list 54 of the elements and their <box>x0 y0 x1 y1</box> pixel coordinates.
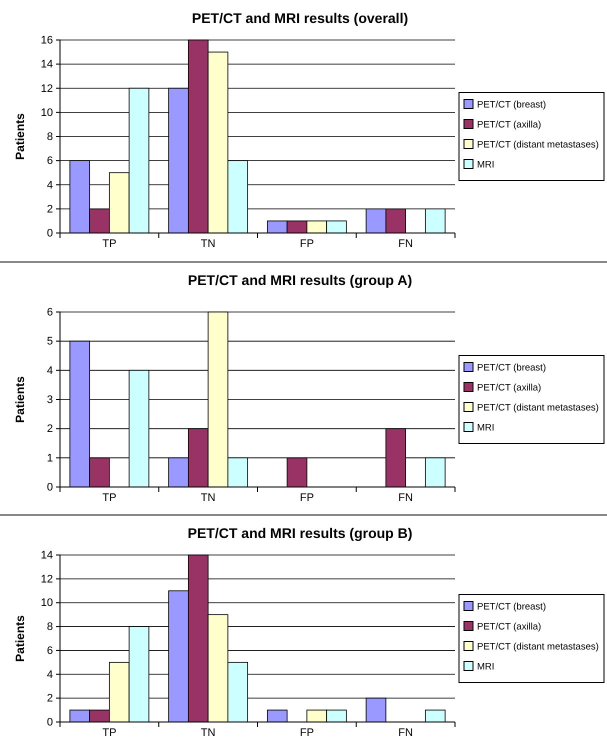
y-tick-label: 1 <box>46 452 53 464</box>
y-tick-label: 16 <box>40 34 53 47</box>
y-tick-label: 2 <box>46 423 53 436</box>
y-tick-label: 8 <box>46 621 53 634</box>
y-tick-label: 8 <box>46 131 53 144</box>
y-tick-label: 2 <box>46 692 53 705</box>
y-tick-label: 14 <box>40 58 53 71</box>
y-tick-label: 0 <box>46 228 53 240</box>
x-tick-label: TP <box>102 492 116 504</box>
y-tick-label: 4 <box>46 668 53 681</box>
y-tick-label: 0 <box>46 482 53 494</box>
legend-label: PET/CT (distant metastases) <box>477 642 599 652</box>
legend-label: PET/CT (breast) <box>477 362 546 374</box>
legend-label: PET/CT (distant metastases) <box>477 402 599 414</box>
x-tick-label: TN <box>200 492 216 504</box>
legend-label: PET/CT (breast) <box>477 100 546 110</box>
y-tick-label: 2 <box>46 203 53 216</box>
legend-label: MRI <box>477 422 494 434</box>
y-tick-label: 12 <box>40 573 53 586</box>
y-tick-label: 6 <box>46 155 53 168</box>
legend-label: PET/CT (axilla) <box>477 382 542 394</box>
y-tick-label: 4 <box>46 179 53 192</box>
chart-title: PET/CT and MRI results (group A) <box>188 272 412 288</box>
legend-label: MRI <box>477 662 494 672</box>
legend-label: PET/CT (axilla) <box>477 622 542 632</box>
y-tick-label: 10 <box>40 106 53 119</box>
y-tick-label: 5 <box>46 336 53 348</box>
y-tick-label: 14 <box>40 550 53 562</box>
legend-label: PET/CT (breast) <box>477 602 546 612</box>
y-tick-label: 12 <box>40 82 53 95</box>
legend-label: PET/CT (axilla) <box>477 120 542 130</box>
y-axis-title: Patients <box>13 376 27 423</box>
y-tick-label: 6 <box>46 306 53 319</box>
x-tick-label: FN <box>398 238 414 250</box>
legend-label: PET/CT (distant metastases) <box>477 140 599 150</box>
x-tick-label: TN <box>200 727 216 739</box>
x-tick-label: FP <box>300 238 314 250</box>
chart-title: PET/CT and MRI results (group B) <box>188 525 412 541</box>
y-tick-label: 0 <box>46 716 53 729</box>
y-tick-label: 3 <box>46 394 53 406</box>
x-tick-label: FN <box>398 492 414 504</box>
y-tick-label: 10 <box>40 597 53 610</box>
x-tick-label: TP <box>102 238 116 250</box>
x-tick-label: FN <box>398 727 414 739</box>
x-tick-label: FP <box>300 727 314 739</box>
y-tick-label: 6 <box>46 644 53 657</box>
legend-label: MRI <box>477 160 494 170</box>
y-tick-label: 4 <box>46 364 53 377</box>
chart-title: PET/CT and MRI results (overall) <box>192 10 408 26</box>
y-axis-title: Patients <box>13 112 27 160</box>
y-axis-title: Patients <box>13 614 27 662</box>
x-tick-label: FP <box>300 492 314 504</box>
x-tick-label: TP <box>102 727 116 739</box>
x-tick-label: TN <box>200 238 216 250</box>
